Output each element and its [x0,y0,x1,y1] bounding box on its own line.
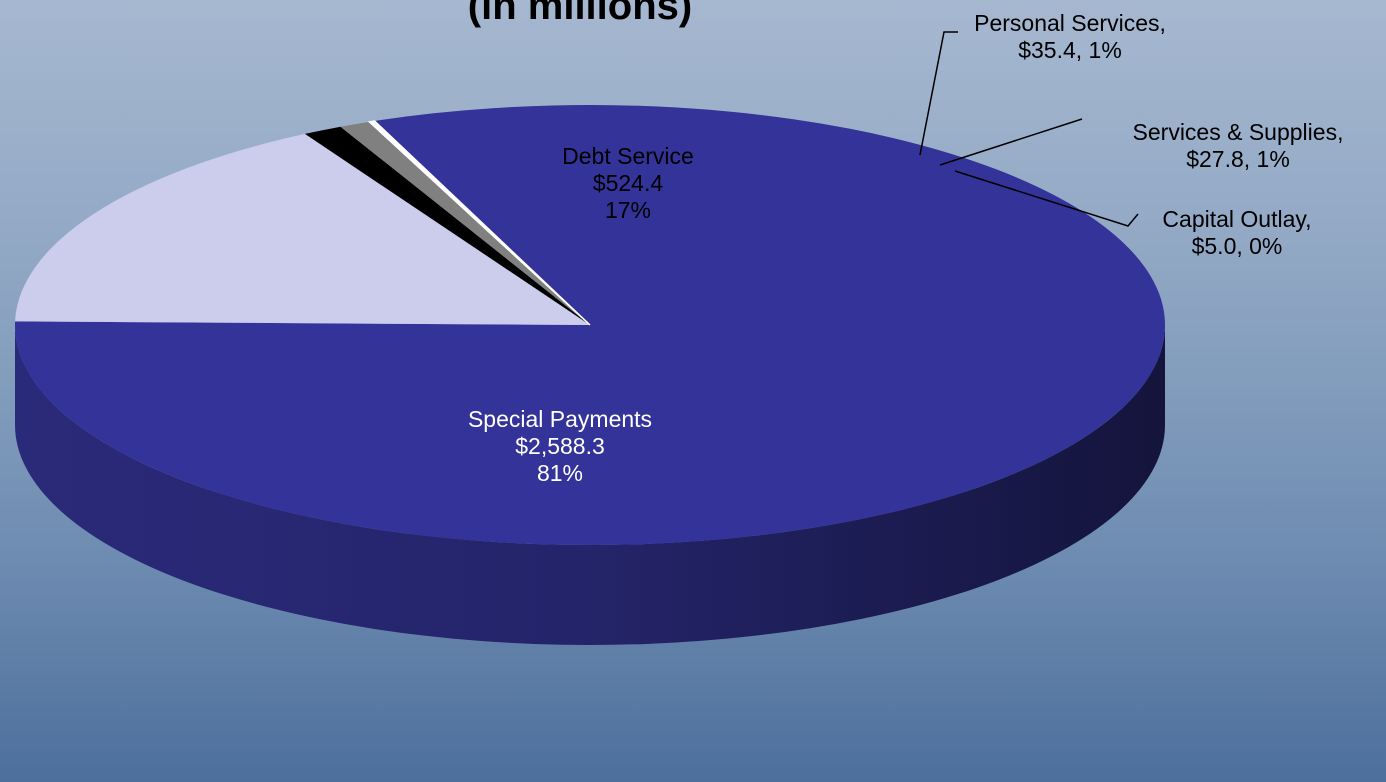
label-services-supplies-value: $27.8, 1% [1186,146,1290,172]
label-debt-service-pct: 17% [604,197,652,223]
leader-line-personal-services [919,31,958,156]
leader-line-capital-outlay [954,170,1139,227]
label-debt-service-value: $524.4 [592,170,664,196]
label-special-payments-pct: 81% [536,460,584,486]
label-capital-outlay: Capital Outlay, $5.0, 0% [1122,206,1352,260]
label-personal-services-name: Personal Services, [974,10,1166,36]
label-debt-service: Debt Service $524.4 17% [538,143,718,224]
chart-title: (in millions) [467,0,693,28]
pie-side-wall [15,325,1165,645]
label-personal-services: Personal Services, $35.4, 1% [950,10,1190,64]
pie-slice-personal-services [304,126,590,326]
label-personal-services-value: $35.4, 1% [1018,37,1122,63]
leader-line-services-supplies [939,118,1083,166]
label-debt-service-name: Debt Service [562,143,694,169]
pie-slice-capital-outlay [367,120,591,326]
label-capital-outlay-value: $5.0, 0% [1191,233,1283,259]
pie-slice-services-supplies [340,121,590,325]
label-special-payments-value: $2,588.3 [515,433,605,459]
label-capital-outlay-name: Capital Outlay, [1162,206,1312,232]
pie-slice-debt-service [15,133,590,325]
label-special-payments-name: Special Payments [467,406,653,432]
label-special-payments: Special Payments $2,588.3 81% [400,406,720,487]
label-services-supplies: Services & Supplies, $27.8, 1% [1093,119,1383,173]
label-services-supplies-name: Services & Supplies, [1132,119,1344,145]
